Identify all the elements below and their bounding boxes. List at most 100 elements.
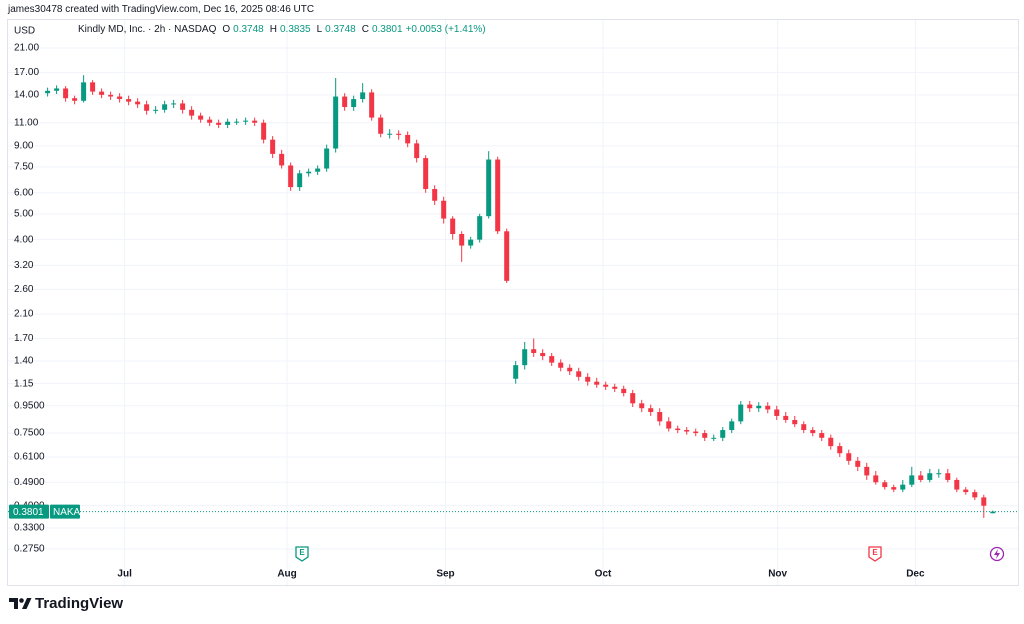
ohlc-value: 0.3801	[371, 24, 403, 35]
event-badge	[868, 546, 882, 562]
candle-body	[801, 424, 807, 431]
logo-text: TradingView	[35, 595, 123, 612]
candle-body	[621, 388, 627, 394]
candle-body	[90, 82, 96, 92]
candle-body	[873, 475, 879, 483]
candle-body	[693, 431, 699, 434]
candle-body	[162, 104, 168, 110]
candle-body	[963, 489, 969, 493]
y-tick-label: 1.15	[14, 378, 34, 389]
candle-body	[468, 239, 474, 246]
x-tick-label: Aug	[277, 569, 296, 580]
candle-body	[126, 99, 132, 102]
candle-body	[909, 475, 915, 485]
y-tick-label: 7.50	[14, 162, 34, 173]
candle-body	[702, 433, 708, 438]
x-tick-label: Dec	[906, 569, 925, 580]
y-tick-label: 21.00	[14, 43, 39, 54]
candle-body	[216, 122, 222, 125]
logo-slash	[22, 598, 32, 609]
y-tick-label: 6.00	[14, 187, 34, 198]
candle-body	[72, 98, 78, 101]
candle-body	[747, 404, 753, 409]
candle-body	[180, 103, 186, 110]
candle-body	[279, 153, 285, 166]
candle-body	[225, 121, 231, 125]
candle-body	[486, 159, 492, 217]
candle-body	[378, 117, 384, 134]
ohlc-value: 0.3748	[325, 24, 356, 35]
candle-body	[567, 367, 573, 372]
candle-body	[639, 403, 645, 409]
split-marker	[989, 546, 1005, 562]
y-tick-label: 0.6100	[14, 452, 45, 463]
lightning-icon	[994, 549, 1000, 559]
created-line: james30478 created with TradingView.com,…	[8, 4, 315, 15]
candle-body	[189, 109, 195, 116]
candle-body	[765, 405, 771, 410]
candle-body	[540, 352, 546, 357]
x-tick-label: Nov	[768, 569, 787, 580]
candle-body	[63, 88, 69, 99]
candle-body	[792, 419, 798, 425]
y-tick-label: 0.7500	[14, 428, 45, 439]
candle-body	[981, 497, 987, 506]
candle-body	[459, 233, 465, 246]
candle-body	[900, 484, 906, 490]
candle-body	[495, 159, 501, 232]
candle-body	[405, 134, 411, 144]
candle-body	[171, 103, 177, 105]
candle-body	[432, 188, 438, 201]
candle-body	[135, 101, 141, 105]
event-marker: E	[868, 546, 882, 562]
candle-body	[450, 218, 456, 234]
candle-body	[774, 409, 780, 416]
candle-body	[954, 479, 960, 490]
candle-body	[756, 405, 762, 409]
candle-body	[855, 460, 861, 467]
x-tick-label: Sep	[436, 569, 454, 580]
candle-body	[585, 376, 591, 382]
candle-body	[54, 88, 60, 91]
candle-body	[153, 109, 159, 111]
symbol-title: Kindly MD, Inc. · 2h · NASDAQ	[78, 24, 217, 35]
candle-body	[675, 428, 681, 431]
logo-dot	[19, 598, 24, 603]
candle-body	[936, 473, 942, 475]
candle-body	[504, 231, 510, 281]
y-tick-label: 3.20	[14, 260, 34, 271]
y-tick-label: 0.9500	[14, 400, 45, 411]
candle-body	[531, 349, 537, 353]
event-badge	[295, 546, 309, 562]
candle-body	[657, 412, 663, 422]
symbol-label: NAKA	[53, 507, 81, 518]
candle-body	[243, 120, 249, 122]
candle-body	[891, 487, 897, 490]
candle-body	[738, 404, 744, 422]
candle-body	[990, 511, 996, 514]
candle-body	[630, 393, 636, 404]
candle-body	[576, 371, 582, 377]
candle-body	[117, 96, 123, 100]
logo-mark	[9, 598, 18, 609]
candle-body	[603, 384, 609, 387]
candle-body	[270, 139, 276, 154]
candle-body	[306, 171, 312, 174]
candle-body	[549, 356, 555, 363]
candle-body	[837, 446, 843, 454]
x-tick-label: Jul	[117, 569, 132, 580]
candle-body	[513, 365, 519, 379]
y-tick-label: 4.00	[14, 234, 34, 245]
y-tick-label: 14.00	[14, 90, 39, 101]
candle-body	[684, 430, 690, 432]
candle-body	[477, 216, 483, 240]
candle-body	[828, 437, 834, 447]
candle-body	[360, 92, 366, 100]
currency: USD	[14, 26, 35, 37]
logo: TradingView	[9, 595, 123, 612]
candle-body	[441, 200, 447, 219]
candle-body	[648, 408, 654, 413]
x-tick-label: Oct	[595, 569, 612, 580]
